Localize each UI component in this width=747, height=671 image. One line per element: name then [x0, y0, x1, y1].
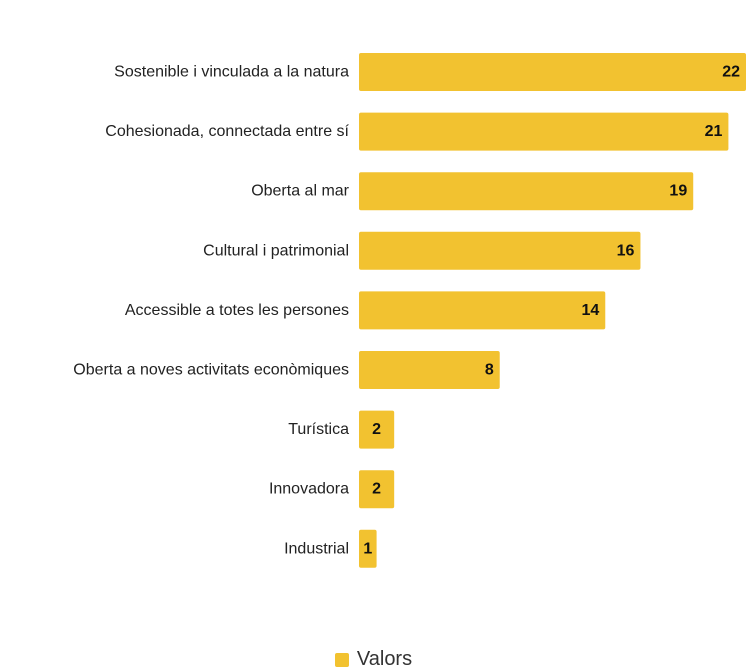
category-label: Turística: [288, 421, 349, 438]
bar: [359, 410, 395, 449]
bar: [359, 53, 746, 91]
value-label: 2: [372, 481, 381, 498]
value-label: 22: [722, 64, 740, 81]
category-label: Oberta a noves activitats econòmiques: [73, 362, 349, 379]
value-label: 8: [485, 362, 494, 379]
legend-swatch: [334, 652, 349, 667]
category-label: Accessible a totes les persones: [125, 302, 349, 319]
category-label: Cohesionada, connectada entre sí: [105, 123, 349, 140]
bar-chart: Sostenible i vinculada a la natura 22Cohe…: [73, 53, 746, 568]
bar: [359, 231, 641, 270]
bar: [359, 172, 694, 211]
legend-label: Valors: [356, 648, 413, 670]
value-label: 16: [617, 242, 635, 259]
bar: [359, 529, 377, 568]
category-label: Sostenible i vinculada a la natura: [114, 64, 349, 81]
bar: [359, 291, 606, 330]
value-label: 14: [581, 302, 599, 319]
bar: [359, 351, 500, 389]
category-label: Cultural i patrimonial: [203, 242, 349, 259]
value-label: 21: [705, 123, 723, 140]
category-label: Innovadora: [269, 481, 349, 498]
value-label: 1: [363, 540, 372, 557]
bar: [359, 470, 395, 509]
value-label: 19: [669, 183, 687, 200]
value-label: 2: [372, 421, 381, 438]
category-label: Industrial: [284, 540, 349, 557]
category-label: Oberta al mar: [251, 183, 349, 200]
legend: Valors: [0, 648, 747, 671]
bar: [359, 112, 729, 151]
